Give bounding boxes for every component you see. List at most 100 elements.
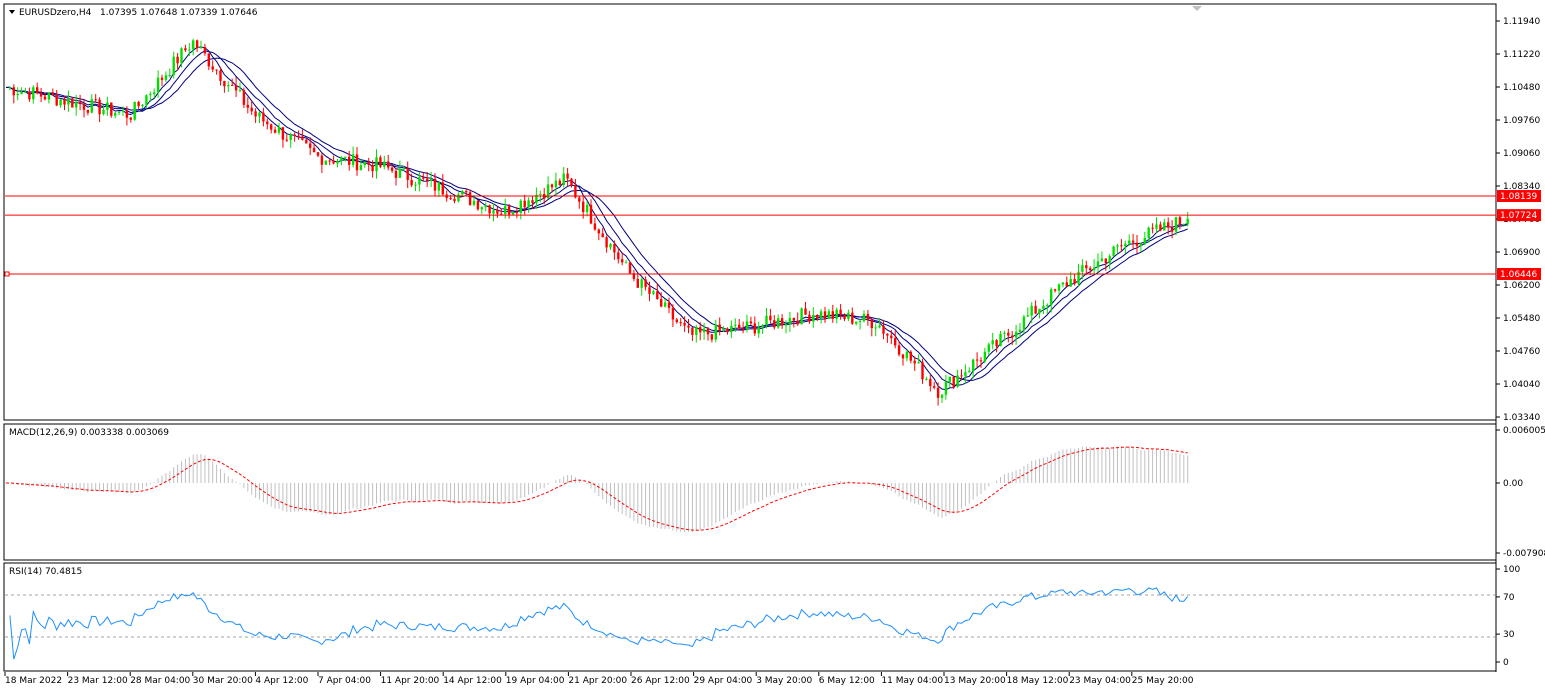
time-tick-label: 14 Apr 12:00 [443,676,502,686]
candle-body [738,324,741,329]
candle-body [710,334,714,340]
candle-body [172,56,175,76]
level-price-tag [1497,209,1541,222]
candle-body [792,317,795,321]
candle-body [714,324,717,340]
price-tick-label: 1.04760 [1503,347,1540,357]
candle-body [449,198,452,200]
candle-body [82,103,86,110]
candle-body [515,212,519,214]
candle-body [344,156,347,158]
candle-body [574,185,577,198]
time-tick-label: 11 May 04:00 [881,676,943,686]
candle-body [1022,316,1026,330]
candle-body [566,173,569,179]
candle-body [702,328,706,333]
candle-body [125,110,129,118]
candle-body [816,314,819,319]
candle-body [827,311,831,319]
time-tick-label: 6 May 12:00 [819,676,875,686]
candle-body [336,161,339,164]
candle-body [519,200,522,213]
candle-body [507,206,511,215]
candle-body [1143,238,1146,244]
shift-marker-icon[interactable] [1192,6,1202,11]
time-tick-label: 26 Apr 12:00 [631,676,690,686]
candle-body [663,302,667,307]
candle-body [991,340,994,345]
candle-body [184,48,187,51]
candle-body [1135,242,1139,246]
macd-panel[interactable] [3,423,1497,561]
horizontal-levels: 1.08139 1.07724 1.06446 [4,190,1541,280]
rsi-line [9,587,1189,660]
candle-body [394,170,398,178]
candle-body [960,375,963,377]
candle-body [387,161,390,168]
candle-body [1081,265,1084,272]
candle-body [16,94,19,96]
candle-body [258,112,261,117]
candle-body [773,320,776,328]
time-tick-label: 11 Apr 20:00 [381,676,440,686]
candle-body [231,84,234,86]
candle-body [114,112,117,116]
candle-body [351,154,355,165]
level-price-tag [1497,267,1541,280]
price-tick-label: 1.06900 [1503,248,1540,258]
candle-body [312,147,316,153]
candle-body [578,197,581,202]
candle-body [897,345,901,355]
candle-body [784,324,788,326]
candle-body [1174,217,1178,232]
candle-body [909,351,912,361]
candle-body [437,182,441,191]
level-anchor-handle[interactable] [4,271,10,277]
candle-body [1170,227,1174,232]
moving-average-line [5,57,1188,382]
price-tick-label: 1.05480 [1503,314,1540,324]
candle-body [1131,240,1135,243]
candle-body [289,134,292,140]
candle-body [660,299,663,307]
macd-tick-label: 0.006005 [1503,426,1545,436]
candle-body [1034,305,1037,314]
candle-body [273,129,277,133]
candle-body [699,327,702,333]
candle-body [418,177,421,185]
rsi-label: RSI(14) 70.4815 [9,567,82,577]
symbol-label: EURUSDzero,H4 [19,8,92,18]
chevron-down-icon[interactable] [9,10,15,14]
candle-body [141,104,144,107]
candle-body [921,362,924,380]
candle-body [20,91,23,95]
candle-body [488,205,491,214]
candle-body [1108,256,1111,264]
price-tick-label: 1.08340 [1503,182,1540,192]
candle-body [106,102,109,110]
time-tick-label: 7 Apr 04:00 [318,676,371,686]
candle-body [874,327,877,329]
rsi-panel[interactable] [3,562,1497,672]
price-tick-label: 1.11940 [1503,17,1540,27]
candle-body [145,95,148,105]
candle-body [492,210,495,214]
candle-body [297,135,300,137]
candle-body [562,173,565,186]
price-panel[interactable] [3,3,1497,421]
candle-body [894,338,897,346]
candle-body [1092,267,1096,271]
candle-body [925,378,928,380]
price-tick-label: 1.10480 [1503,83,1540,93]
candle-body [644,279,647,288]
candle-body [722,328,725,331]
price-tick-label: 1.03340 [1503,413,1540,423]
candle-body [1167,222,1170,228]
price-tick-label: 1.09060 [1503,149,1540,159]
rsi-axis: 100 70 30 0 [1496,565,1520,668]
candle-body [749,321,753,324]
candle-body [461,191,464,195]
candle-body [375,157,378,172]
candle-body [1026,315,1029,317]
